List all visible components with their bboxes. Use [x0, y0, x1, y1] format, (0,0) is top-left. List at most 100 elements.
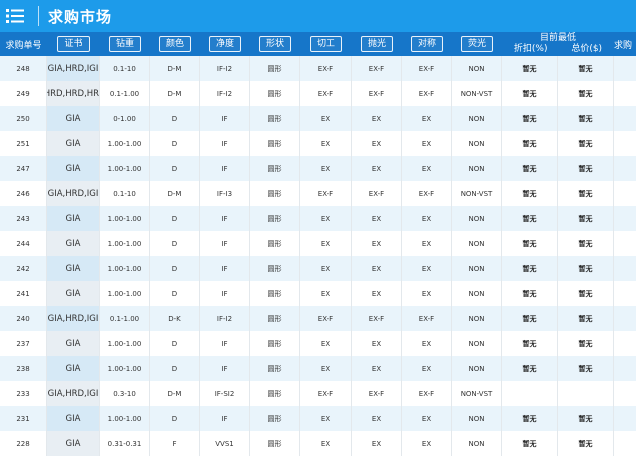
symmetry-cell: EX	[402, 131, 452, 156]
polish-cell: EX-F	[352, 306, 402, 331]
cut-cell: EX-F	[300, 56, 352, 81]
fluor-cell: NON	[452, 306, 502, 331]
total-cell: 暂无	[558, 256, 614, 281]
polish-cell: EX-F	[352, 81, 402, 106]
total-cell: 暂无	[558, 231, 614, 256]
carat-cell: 1.00-1.00	[100, 331, 150, 356]
clipped-cell	[614, 56, 636, 81]
polish-cell: EX-F	[352, 181, 402, 206]
table-row[interactable]: 240 GIA,HRD,IGI 0.1-1.00 D-K IF-I2 圆形 EX-F EX-F…	[0, 306, 636, 331]
table-row[interactable]: 237 GIA 1.00-1.00 D IF 圆形 EX EX EX NON 暂无 暂无	[0, 331, 636, 356]
discount-cell: 暂无	[502, 181, 558, 206]
carat-cell: 1.00-1.00	[100, 206, 150, 231]
symmetry-cell: EX	[402, 231, 452, 256]
col-shape[interactable]: 形状	[250, 32, 300, 56]
total-cell: 暂无	[558, 156, 614, 181]
cut-cell: EX	[300, 256, 352, 281]
clarity-cell: IF-I2	[200, 56, 250, 81]
fluor-cell: NON-VST	[452, 181, 502, 206]
carat-filter-button[interactable]: 钻重	[108, 36, 141, 52]
carat-cell: 0.1-10	[100, 181, 150, 206]
table-row[interactable]: 242 GIA 1.00-1.00 D IF 圆形 EX EX EX NON 暂无 暂无	[0, 256, 636, 281]
col-carat[interactable]: 钻重	[100, 32, 150, 56]
col-color[interactable]: 颜色	[150, 32, 200, 56]
menu-icon[interactable]	[0, 0, 30, 32]
cut-filter-button[interactable]: 切工	[309, 36, 342, 52]
polish-filter-button[interactable]: 抛光	[360, 36, 393, 52]
table-row[interactable]: 243 GIA 1.00-1.00 D IF 圆形 EX EX EX NON 暂无 暂无	[0, 206, 636, 231]
symmetry-cell: EX	[402, 156, 452, 181]
discount-cell: 暂无	[502, 81, 558, 106]
clarity-cell: IF	[200, 106, 250, 131]
table-row[interactable]: 233 GIA,HRD,IGI 0.3-10 D-M IF-SI2 圆形 EX-F EX-F E…	[0, 381, 636, 406]
col-lowest: 目前最低 折扣(%) 总价($)	[502, 32, 614, 56]
fluor-cell: NON	[452, 106, 502, 131]
color-filter-button[interactable]: 颜色	[158, 36, 191, 52]
color-cell: D	[150, 206, 200, 231]
clipped-cell	[614, 81, 636, 106]
discount-cell: 暂无	[502, 131, 558, 156]
table-row[interactable]: 244 GIA 1.00-1.00 D IF 圆形 EX EX EX NON 暂无 暂无	[0, 231, 636, 256]
table-row[interactable]: 247 GIA 1.00-1.00 D IF 圆形 EX EX EX NON 暂无 暂无	[0, 156, 636, 181]
symmetry-filter-button[interactable]: 对称	[410, 36, 443, 52]
shape-cell: 圆形	[250, 406, 300, 431]
color-cell: D	[150, 231, 200, 256]
shape-cell: 圆形	[250, 106, 300, 131]
clipped-cell	[614, 256, 636, 281]
col-cut[interactable]: 切工	[300, 32, 352, 56]
color-cell: D	[150, 156, 200, 181]
table-row[interactable]: 248 GIA,HRD,IGI 0.1-10 D-M IF-I2 圆形 EX-F EX-F EX…	[0, 56, 636, 81]
symmetry-cell: EX	[402, 331, 452, 356]
shape-filter-button[interactable]: 形状	[258, 36, 291, 52]
table-row[interactable]: 251 GIA 1.00-1.00 D IF 圆形 EX EX EX NON 暂无 暂无	[0, 131, 636, 156]
clipped-cell	[614, 381, 636, 406]
table-row[interactable]: 231 GIA 1.00-1.00 D IF 圆形 EX EX EX NON 暂无 暂无	[0, 406, 636, 431]
symmetry-cell: EX	[402, 356, 452, 381]
fluor-cell: NON	[452, 56, 502, 81]
col-symmetry[interactable]: 对称	[402, 32, 452, 56]
color-cell: D-M	[150, 81, 200, 106]
shape-cell: 圆形	[250, 181, 300, 206]
col-polish[interactable]: 抛光	[352, 32, 402, 56]
symmetry-cell: EX-F	[402, 56, 452, 81]
fluor-filter-button[interactable]: 荧光	[460, 36, 493, 52]
carat-cell: 1.00-1.00	[100, 156, 150, 181]
total-cell: 暂无	[558, 131, 614, 156]
table-row[interactable]: 249GIA,HRD,HRD,HRD,IGI0.1-1.00D-MIF-I2圆形…	[0, 81, 636, 106]
table-row[interactable]: 228 GIA 0.31-0.31 F VVS1 圆形 EX EX EX NON 暂无 暂无	[0, 431, 636, 456]
clarity-filter-button[interactable]: 净度	[208, 36, 241, 52]
col-fluor[interactable]: 荧光	[452, 32, 502, 56]
cut-cell: EX	[300, 106, 352, 131]
shape-cell: 圆形	[250, 331, 300, 356]
clarity-cell: IF	[200, 206, 250, 231]
carat-cell: 0.3-10	[100, 381, 150, 406]
cut-cell: EX	[300, 406, 352, 431]
title-divider	[38, 6, 39, 26]
table-row[interactable]: 246 GIA,HRD,IGI 0.1-10 D-M IF-I3 圆形 EX-F EX-F EX…	[0, 181, 636, 206]
clarity-cell: IF-I2	[200, 81, 250, 106]
cut-cell: EX-F	[300, 306, 352, 331]
carat-cell: 0.1-1.00	[100, 306, 150, 331]
order-no-cell: 240	[0, 306, 47, 331]
table-row[interactable]: 241 GIA 1.00-1.00 D IF 圆形 EX EX EX NON 暂无 暂无	[0, 281, 636, 306]
discount-cell: 暂无	[502, 306, 558, 331]
clarity-cell: IF	[200, 356, 250, 381]
discount-cell: 暂无	[502, 231, 558, 256]
symmetry-cell: EX	[402, 206, 452, 231]
carat-cell: 0.31-0.31	[100, 431, 150, 456]
col-clarity[interactable]: 净度	[200, 32, 250, 56]
cert-filter-button[interactable]: 证书	[57, 36, 90, 52]
table-row[interactable]: 238 GIA 1.00-1.00 D IF 圆形 EX EX EX NON 暂无 暂无	[0, 356, 636, 381]
table-row[interactable]: 250 GIA 0-1.00 D IF 圆形 EX EX EX NON 暂无 暂无	[0, 106, 636, 131]
clarity-cell: IF	[200, 131, 250, 156]
order-no-cell: 249	[0, 81, 47, 106]
col-order-no: 求购单号	[5, 40, 42, 51]
col-cert[interactable]: 证书	[47, 32, 100, 56]
clipped-cell	[614, 131, 636, 156]
order-no-cell: 242	[0, 256, 47, 281]
carat-cell: 1.00-1.00	[100, 131, 150, 156]
carat-cell: 1.00-1.00	[100, 256, 150, 281]
shape-cell: 圆形	[250, 231, 300, 256]
shape-cell: 圆形	[250, 356, 300, 381]
color-cell: D-M	[150, 56, 200, 81]
